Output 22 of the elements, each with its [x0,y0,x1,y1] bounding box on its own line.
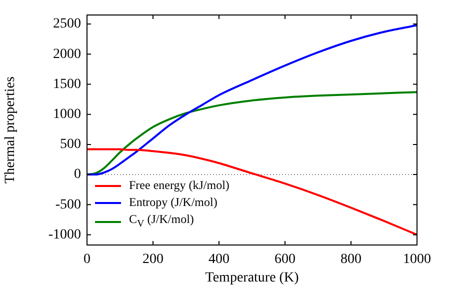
line-series [87,91,417,176]
x-tick-label: 200 [142,252,164,268]
legend-label: Free energy (kJ/mol) [129,177,230,194]
legend-label: Entropy (J/K/mol) [129,194,218,211]
x-axis-title: Temperature (K) [205,270,300,286]
x-tick-label: 1000 [403,252,431,268]
y-tick-label: 500 [60,137,81,152]
x-tick-label: 800 [340,252,362,268]
x-tick-label: 0 [84,252,90,268]
y-tick-label: 2000 [53,46,81,62]
line-series [87,148,417,236]
y-tick-label: 1000 [53,107,81,122]
x-tick-label: 400 [208,252,230,268]
line-series [87,24,417,176]
x-tick-label: 600 [274,252,296,268]
y-axis-title: Thermal properties [3,76,18,184]
y-tick-label: 2500 [53,16,81,32]
legend-label: C$_{V}$ (J/K/mol) [129,211,194,232]
y-tick-label: -500 [55,197,81,212]
y-tick-label: 1500 [53,76,81,92]
y-tick-label: -1000 [48,227,81,242]
y-tick-label: 0 [74,167,81,182]
